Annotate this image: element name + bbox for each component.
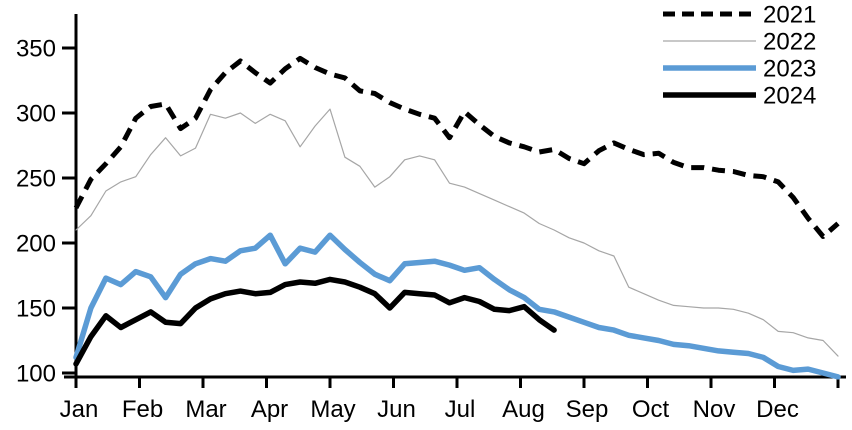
x-tick-label: Dec	[756, 396, 799, 423]
y-tick-label: 200	[16, 231, 56, 258]
y-tick-label: 150	[16, 296, 56, 323]
legend-label-2023: 2023	[763, 56, 816, 83]
x-tick-label: Jan	[60, 396, 99, 423]
x-tick-label: Feb	[122, 396, 163, 423]
series-line-2021	[73, 55, 840, 239]
y-tick-label: 300	[16, 101, 56, 128]
legend-label-2024: 2024	[763, 83, 816, 110]
x-tick-label: Aug	[502, 396, 545, 423]
legend-label-2022: 2022	[763, 29, 816, 56]
x-tick-label: Mar	[185, 396, 226, 423]
legend-label-2021: 2021	[763, 2, 816, 29]
x-tick-label: Nov	[693, 396, 736, 423]
x-tick-label: Jul	[445, 396, 476, 423]
y-tick-label: 350	[16, 36, 56, 63]
y-tick-label: 250	[16, 166, 56, 193]
x-tick-label: May	[310, 396, 355, 423]
x-tick-label: Sep	[566, 396, 609, 423]
x-tick-label: Jun	[377, 396, 416, 423]
series-line-2023	[73, 232, 841, 380]
series-line-2024	[73, 276, 557, 367]
series-line-2022	[75, 108, 839, 357]
x-tick-label: Apr	[251, 396, 288, 423]
x-tick-label: Oct	[632, 396, 670, 423]
y-tick-label: 100	[16, 361, 56, 388]
